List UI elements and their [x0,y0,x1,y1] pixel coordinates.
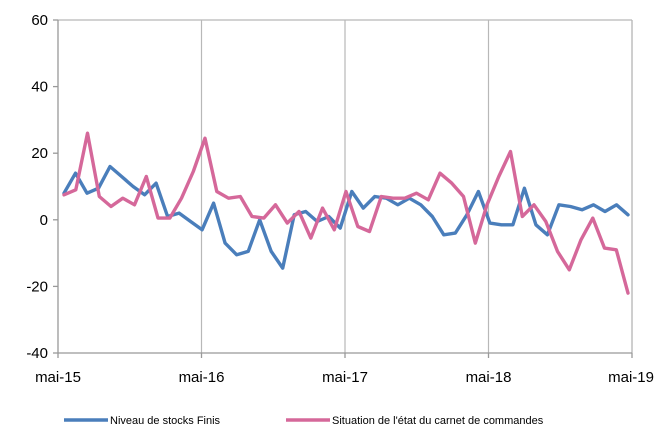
y-tick-label: 20 [31,145,48,162]
y-tick-label: -20 [26,278,48,295]
series-line-1 [62,164,630,270]
series-line-2 [62,131,630,295]
y-tick-label: -40 [26,345,48,362]
legend-label-2: Situation de l'état du carnet de command… [332,415,544,427]
legend-label-1: Niveau de stocks Finis [110,415,221,427]
x-tick-label: mai-18 [466,369,512,386]
legend: Niveau de stocks Finis Situation de l'éta… [64,415,544,427]
y-tick-label: 0 [40,212,48,229]
x-tick-label: mai-15 [35,369,81,386]
x-tick-label: mai-16 [179,369,225,386]
y-tick-label: 40 [31,79,48,96]
series-lines [62,131,630,295]
y-tick-label: 60 [31,12,48,29]
x-tick-label: mai-19 [608,369,654,386]
axes: 60 40 20 0 -20 -40 mai-15 mai-16 mai-17 mai-18 mai… [26,12,654,386]
grid [58,19,633,353]
x-tick-label: mai-17 [322,369,368,386]
